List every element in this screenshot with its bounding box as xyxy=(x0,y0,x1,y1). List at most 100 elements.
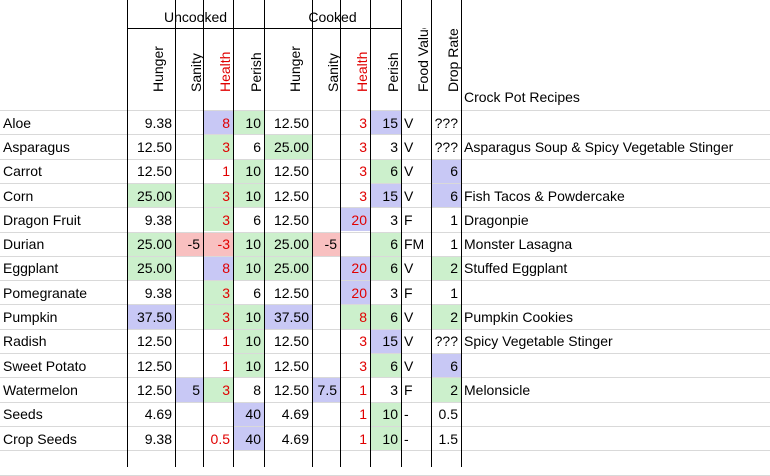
cell-sanity2 xyxy=(312,354,340,377)
cell-hunger2: 4.69 xyxy=(281,430,309,447)
cell-perish2: 6 xyxy=(370,354,401,378)
cell-perish: 40 xyxy=(233,402,264,426)
row-border xyxy=(0,110,770,111)
cell-recipes: Pumpkin Cookies xyxy=(464,309,573,326)
cell-hunger: 9.38 xyxy=(144,211,172,228)
column-border xyxy=(233,0,234,467)
cell-food-value: V xyxy=(404,333,414,350)
cell-hunger: 12.50 xyxy=(136,381,172,398)
cell-hunger: 12.50 xyxy=(136,163,172,180)
cell-food-value: F xyxy=(404,211,413,228)
cell-health xyxy=(203,403,233,426)
cell-hunger: 12.50 xyxy=(136,333,172,350)
cell-sanity xyxy=(175,160,203,183)
cell-name: Dragon Fruit xyxy=(3,211,81,228)
cell-sanity xyxy=(175,403,203,426)
cell-recipes: Dragonpie xyxy=(464,211,529,228)
cell-drop-rate: 0.5 xyxy=(438,406,458,423)
cell-sanity xyxy=(175,184,203,207)
cell-food-value: V xyxy=(404,114,414,131)
cell-sanity xyxy=(175,305,203,328)
column-border xyxy=(401,0,402,467)
cell-recipes xyxy=(461,281,770,304)
row-border xyxy=(0,402,770,403)
cell-food-value: V xyxy=(404,309,414,326)
cell-hunger2: 12.50 xyxy=(273,114,309,131)
cell-sanity xyxy=(175,111,203,134)
cell-hunger2: 25.00 xyxy=(264,135,312,159)
cell-recipes xyxy=(461,354,770,377)
cell-recipes: Fish Tacos & Powdercake xyxy=(464,187,625,204)
cell-health2: 3 xyxy=(359,187,367,204)
cell-health: 1 xyxy=(222,357,230,374)
cell-hunger: 4.69 xyxy=(144,406,172,423)
header-uncooked-hunger: Hunger xyxy=(150,46,166,92)
cell-drop-rate: ??? xyxy=(434,138,458,155)
cell-health2: 3 xyxy=(359,138,367,155)
cell-recipes: Spicy Vegetable Stinger xyxy=(464,333,613,350)
cell-name: Sweet Potato xyxy=(3,357,87,374)
cell-sanity2 xyxy=(312,135,340,158)
header-cooked-health: Health xyxy=(354,51,370,92)
cell-drop-rate: 2 xyxy=(431,378,461,402)
cell-health2: 1 xyxy=(359,381,367,398)
header-cooked-sanity: Sanity xyxy=(325,53,340,92)
cell-perish: 10 xyxy=(233,354,264,378)
cell-perish: 6 xyxy=(253,138,261,155)
cell-health2: 3 xyxy=(359,333,367,350)
cell-hunger2: 4.69 xyxy=(281,406,309,423)
cell-hunger2: 12.50 xyxy=(273,187,309,204)
cell-perish2: 3 xyxy=(390,211,398,228)
cell-food-value: V xyxy=(404,357,414,374)
cell-sanity xyxy=(175,330,203,353)
cell-hunger: 25.00 xyxy=(127,232,175,256)
header-uncooked-perish: Perish xyxy=(247,52,264,92)
cell-health: 3 xyxy=(203,305,233,329)
cell-perish: 10 xyxy=(233,159,264,183)
cell-hunger: 12.50 xyxy=(136,138,172,155)
row-border xyxy=(0,159,770,160)
cell-health2 xyxy=(340,233,370,256)
cell-hunger2: 12.50 xyxy=(273,284,309,301)
cell-food-value: V xyxy=(404,138,414,155)
cell-perish: 8 xyxy=(253,381,261,398)
cell-health2: 1 xyxy=(359,430,367,447)
column-border xyxy=(340,0,341,467)
cell-sanity2 xyxy=(312,305,340,328)
cell-perish2: 3 xyxy=(390,284,398,301)
cell-perish: 10 xyxy=(233,305,264,329)
cell-recipes xyxy=(461,403,770,426)
column-border xyxy=(461,0,462,467)
row-border xyxy=(0,207,770,208)
cell-perish2: 6 xyxy=(370,256,401,281)
cell-hunger: 9.38 xyxy=(144,430,172,447)
cell-perish: 10 xyxy=(233,183,264,208)
cell-recipes: Monster Lasagna xyxy=(464,236,573,253)
row-border xyxy=(0,134,770,135)
cell-health: 3 xyxy=(203,135,233,159)
row-border xyxy=(0,232,770,233)
cell-perish2: 3 xyxy=(390,138,398,155)
cell-sanity2 xyxy=(312,257,340,280)
cell-food-value: F xyxy=(404,284,413,301)
row-border xyxy=(0,377,770,378)
cell-sanity2: -5 xyxy=(312,232,340,256)
cell-recipes: Stuffed Eggplant xyxy=(464,260,568,277)
cell-recipes xyxy=(461,427,770,450)
row-border xyxy=(0,256,770,257)
cell-name: Radish xyxy=(3,333,47,350)
cell-sanity2 xyxy=(312,330,340,353)
cell-perish2: 15 xyxy=(370,329,401,353)
column-border xyxy=(127,0,128,467)
cell-perish2: 10 xyxy=(370,426,401,451)
column-border xyxy=(203,0,204,467)
cell-hunger2: 12.50 xyxy=(273,381,309,398)
cell-sanity xyxy=(175,135,203,158)
row-border xyxy=(0,329,770,330)
header-uncooked-health: Health xyxy=(217,51,233,92)
cell-perish2: 15 xyxy=(370,183,401,208)
cell-hunger2: 12.50 xyxy=(273,357,309,374)
cell-sanity2 xyxy=(312,403,340,426)
cell-recipes: Asparagus Soup & Spicy Vegetable Stinger xyxy=(464,138,734,155)
